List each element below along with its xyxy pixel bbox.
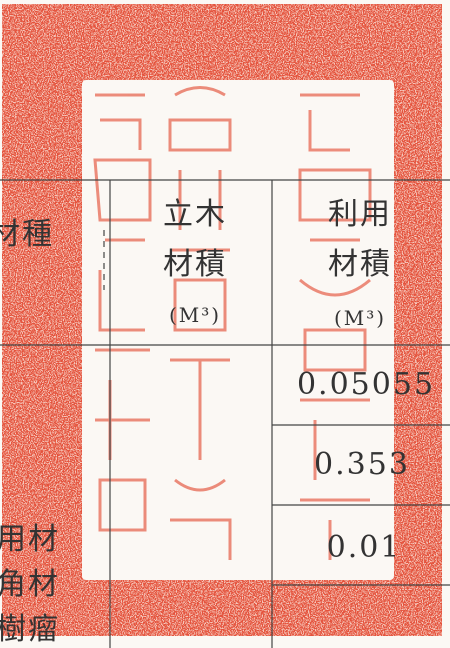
standing-header: 立木 [163, 197, 227, 232]
usable-unit: (M³) [333, 306, 387, 330]
species-cell: 用材 [0, 522, 60, 557]
value-cell: 0.353 [314, 447, 410, 482]
standing-unit: (M³) [168, 303, 222, 327]
value-cell: 0.01 [326, 530, 402, 565]
value-cell: 0.05055 [296, 367, 436, 402]
species-cell: 樹瘤 [0, 612, 60, 647]
usable-header: 利用 [328, 197, 392, 232]
seal-script [93, 86, 372, 560]
species-cell: 角材 [0, 567, 60, 602]
usable-header: 材積 [328, 247, 392, 282]
standing-header: 材積 [163, 247, 227, 282]
table-lines [0, 179, 450, 648]
species-header: 材種 [0, 217, 54, 252]
